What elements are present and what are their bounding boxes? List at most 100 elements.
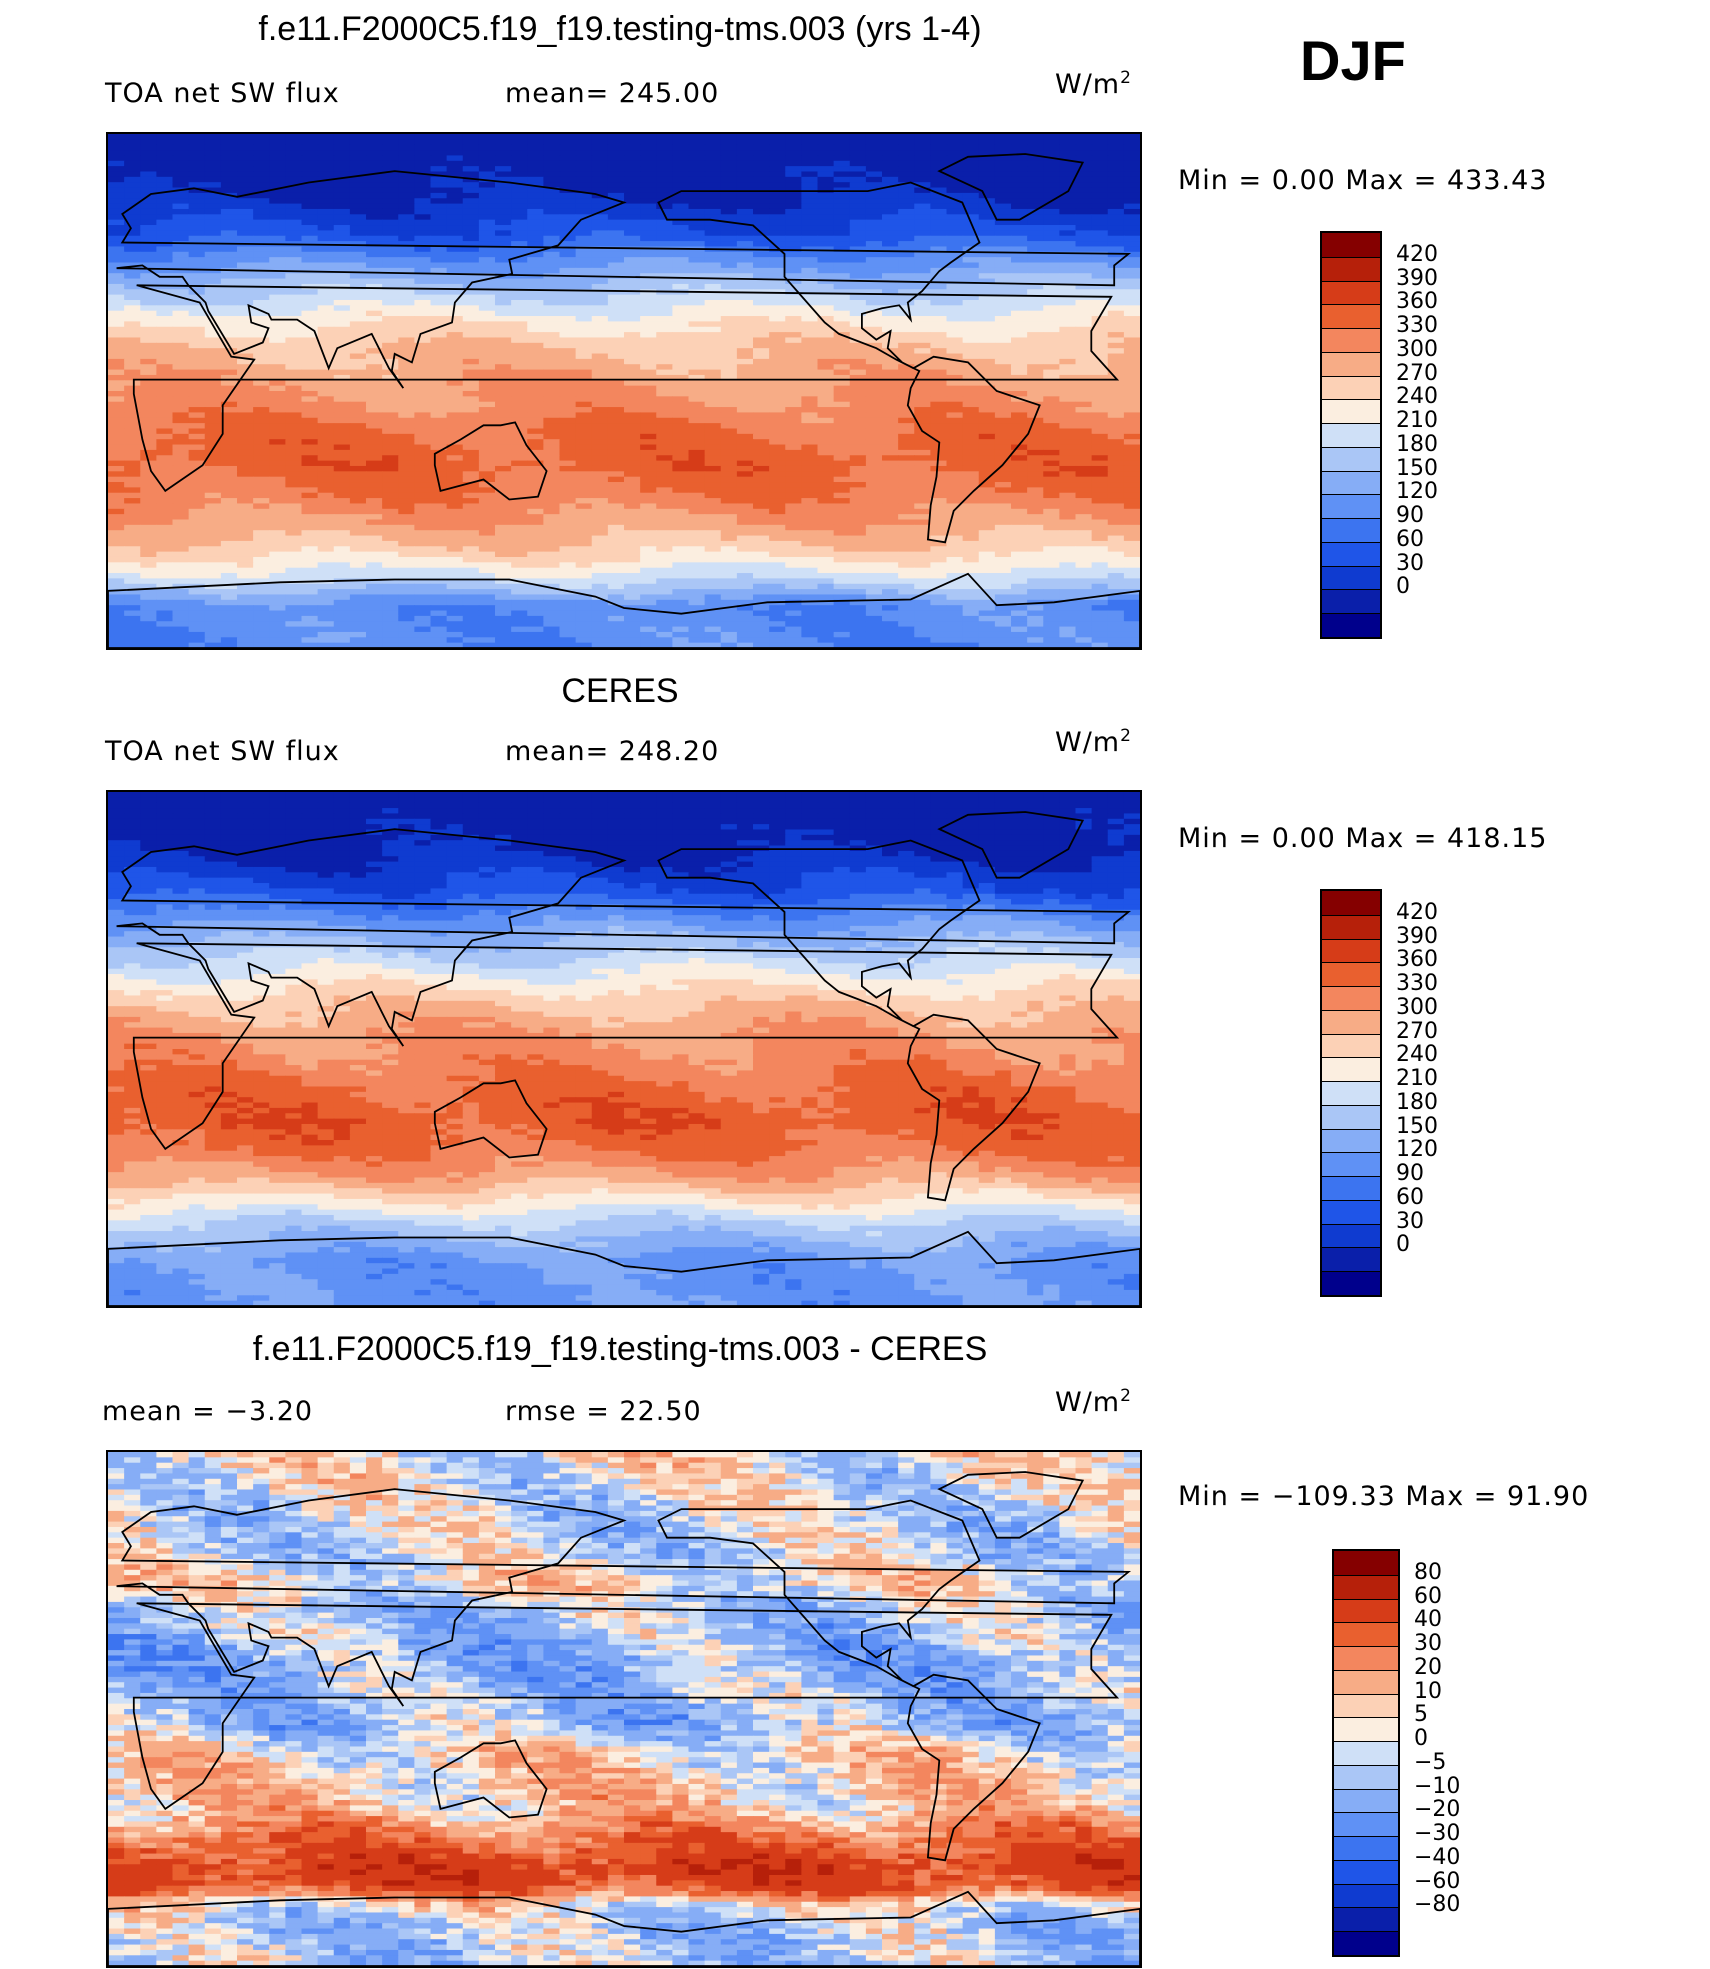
map-cell <box>672 208 690 215</box>
map-cell <box>543 449 561 456</box>
map-cell <box>720 535 738 542</box>
map-cell <box>801 310 819 317</box>
map-cell <box>624 423 641 430</box>
map-cell <box>333 316 351 322</box>
map-cell <box>882 439 899 446</box>
map-cell <box>220 134 238 140</box>
map-cell <box>511 465 528 472</box>
map-cell <box>575 364 593 371</box>
map-cell <box>704 337 722 344</box>
map-cell <box>930 251 948 258</box>
map-cell <box>285 192 303 199</box>
map-cell <box>446 423 464 430</box>
map-cell <box>349 310 367 317</box>
map-cell <box>865 235 883 242</box>
map-cell <box>559 139 577 146</box>
map-cell <box>559 391 577 397</box>
map-cell <box>495 251 512 258</box>
map-cell <box>414 369 432 376</box>
map-cell <box>430 155 448 162</box>
map-cell <box>785 134 802 140</box>
map-cell <box>607 449 625 456</box>
map-cell <box>672 519 690 526</box>
map-cell <box>1091 417 1109 424</box>
map-cell <box>607 407 625 414</box>
map-cell <box>720 150 738 157</box>
map-cell <box>462 396 480 403</box>
map-cell <box>994 476 1012 483</box>
map-cell <box>833 407 851 414</box>
map-cell <box>446 401 464 408</box>
map-cell <box>237 246 254 253</box>
map-cell <box>301 401 319 408</box>
map-cell <box>672 444 690 451</box>
map-cell <box>478 192 496 199</box>
map-cell <box>204 267 222 274</box>
map-cell <box>769 310 786 317</box>
map-cell <box>527 219 544 226</box>
map-cell <box>1091 305 1109 312</box>
map-cell <box>172 337 190 344</box>
map-cell <box>108 540 125 547</box>
map-cell <box>994 139 1012 146</box>
map-cell <box>1043 192 1060 199</box>
map-cell <box>656 433 673 440</box>
map-cell <box>994 455 1012 462</box>
map-cell <box>527 155 544 162</box>
map-cell <box>704 412 722 419</box>
map-cell <box>946 444 964 451</box>
map-cell <box>833 289 851 296</box>
map-cell <box>736 283 754 290</box>
map-cell <box>1091 428 1109 435</box>
map-cell <box>898 305 915 312</box>
map-cell <box>607 235 625 242</box>
map-cell <box>1107 407 1125 414</box>
map-cell <box>543 208 561 215</box>
map-cell <box>204 225 222 231</box>
map-cell <box>736 514 754 521</box>
map-cell <box>1091 353 1109 360</box>
map-cell <box>962 241 980 248</box>
map-cell <box>188 423 206 430</box>
map-cell <box>914 305 931 312</box>
map-cell <box>769 471 786 478</box>
map-cell <box>237 546 254 553</box>
map-cell <box>366 439 383 446</box>
map-cell <box>849 326 867 333</box>
map-cell <box>704 332 722 339</box>
map-cell <box>1075 203 1093 210</box>
map-cell <box>446 508 464 515</box>
map-cell <box>591 225 609 231</box>
map-cell <box>1107 326 1125 333</box>
map-cell <box>640 310 657 317</box>
map-cell <box>1123 321 1140 328</box>
map-cell <box>591 262 609 269</box>
map-cell <box>785 428 802 435</box>
map-cell <box>591 498 609 505</box>
map-cell <box>672 192 690 199</box>
map-cell <box>720 155 738 162</box>
map-cell <box>269 396 286 403</box>
map-cell <box>349 508 367 515</box>
map-cell <box>414 465 432 472</box>
map-cell <box>237 326 254 333</box>
map-cell <box>672 235 690 242</box>
map-cell <box>914 530 931 537</box>
map-cell <box>414 166 432 173</box>
map-cell <box>865 503 883 510</box>
map-cell <box>414 316 432 322</box>
map-cell <box>962 482 980 488</box>
map-cell <box>188 519 206 526</box>
map-cell <box>269 171 286 178</box>
map-cell <box>801 380 819 387</box>
map-cell <box>317 273 335 280</box>
map-cell <box>188 524 206 531</box>
map-cell <box>720 192 738 199</box>
map-cell <box>769 460 786 467</box>
map-cell <box>849 316 867 322</box>
map-cell <box>607 401 625 408</box>
map-cell <box>1091 150 1109 157</box>
map-cell <box>333 540 351 547</box>
map-cell <box>607 257 625 264</box>
map-cell <box>624 289 641 296</box>
